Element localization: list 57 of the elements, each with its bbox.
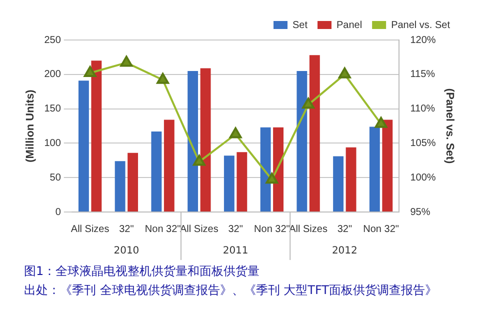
y-tick-label: 50 — [50, 172, 62, 184]
bar — [260, 127, 271, 212]
y2-tick-label: 95% — [410, 206, 430, 218]
bar — [296, 70, 308, 212]
legend-label: Panel — [336, 20, 362, 31]
point — [156, 72, 170, 84]
bar — [346, 147, 356, 212]
bar — [224, 156, 234, 212]
y-tick-label: 200 — [44, 69, 62, 80]
y-tick-label: 0 — [55, 206, 62, 218]
point — [120, 56, 133, 67]
point — [338, 67, 351, 78]
bar — [369, 126, 380, 212]
x-tick-label: Non 32" — [144, 224, 182, 235]
point — [229, 127, 242, 138]
legend-label: Panel vs. Set — [391, 20, 450, 31]
point — [374, 116, 388, 128]
bar — [128, 152, 138, 212]
bar — [333, 156, 344, 212]
y-axis-title: (Million Units) — [24, 89, 37, 162]
text: 2012 — [332, 246, 358, 257]
bar — [151, 132, 162, 212]
y2-tick-label: 110% — [410, 104, 436, 115]
y2-tick-label: 120% — [410, 34, 436, 46]
x-tick-label: All Sizes — [289, 224, 328, 235]
point — [302, 98, 314, 109]
y-tick-label: 150 — [44, 104, 62, 115]
x-tick-label: Non 32" — [363, 224, 400, 235]
point — [84, 66, 96, 78]
bar — [236, 152, 248, 212]
y2-axis-title: (Panel vs. Set) — [443, 88, 456, 164]
y-tick-label: 100 — [44, 138, 62, 149]
y2-tick-label: 100% — [410, 172, 436, 184]
bar — [200, 68, 211, 212]
x-tick-label: 32" — [337, 224, 352, 235]
x-tick-label: All Sizes — [70, 224, 110, 235]
point — [192, 154, 206, 166]
x-tick-label: 32" — [228, 224, 244, 235]
bar — [309, 55, 320, 212]
legend-label: Set — [292, 20, 308, 31]
x-tick-label: Non 32" — [254, 224, 290, 235]
text: 出处：《季刊 全球电视供货调查报告》、《季刊 大型TFT面板供货调查报告》 — [24, 282, 438, 299]
bar — [78, 80, 89, 212]
bar — [164, 120, 174, 212]
bar — [188, 70, 198, 212]
text: 2010 — [114, 246, 140, 257]
y2-tick-label: 115% — [410, 69, 436, 80]
bar — [114, 161, 126, 212]
bar — [273, 127, 284, 212]
point — [266, 172, 278, 184]
y-tick-label: 250 — [44, 34, 62, 46]
bar — [382, 120, 393, 212]
text: 2011 — [222, 246, 248, 257]
text: 图1：全球液晶电视整机供货量和面板供货量 — [24, 263, 261, 280]
y2-tick-label: 105% — [410, 138, 436, 149]
bar — [91, 60, 102, 212]
x-tick-label: 32" — [119, 224, 134, 235]
